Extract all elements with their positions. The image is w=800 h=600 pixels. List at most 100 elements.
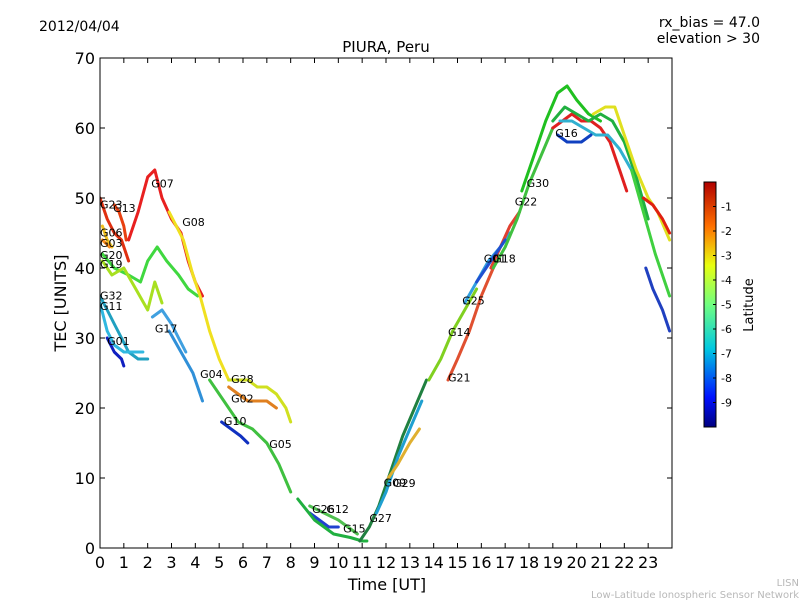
series-label: G30: [527, 177, 550, 190]
x-tick-label: 14: [423, 553, 443, 572]
series-line-g26: [308, 511, 340, 529]
series-label: G11: [100, 300, 123, 313]
series-line-g16b: [551, 105, 650, 221]
series-label: G27: [369, 512, 392, 525]
series-line-g04: [167, 329, 204, 403]
y-tick-label: 70: [75, 49, 95, 68]
series-label: G23: [100, 199, 123, 212]
footer-lisn: LISN: [777, 578, 799, 589]
series-label: G10: [224, 415, 247, 428]
x-tick-label: 6: [238, 553, 248, 572]
series-line-g11: [100, 301, 145, 354]
series-label: G19: [100, 258, 123, 271]
series-label: G08: [182, 216, 205, 229]
x-tick-label: 16: [471, 553, 491, 572]
series-line-g18: [489, 210, 521, 270]
series-line-g02: [227, 385, 278, 410]
series-label: G15: [343, 523, 366, 536]
x-tick-label: 18: [519, 553, 539, 572]
series-line-g03: [100, 238, 111, 249]
series-label: G05: [269, 438, 292, 451]
series-line-g14: [427, 287, 479, 382]
series-line-g19: [100, 259, 164, 312]
colorbar-tick-label: -9: [721, 397, 732, 410]
series-label: G29: [393, 477, 416, 490]
y-tick-label: 60: [75, 119, 95, 138]
series-line-g08: [167, 210, 231, 382]
x-tick-label: 11: [352, 553, 372, 572]
y-tick-label: 10: [75, 469, 95, 488]
colorbar-tick-label: -1: [721, 201, 732, 214]
x-axis-label: Time [UT]: [347, 575, 426, 594]
x-tick-label: 17: [495, 553, 515, 572]
series-line-g24c: [644, 266, 672, 333]
series-line-g10: [220, 420, 250, 445]
series-line-g22: [491, 126, 555, 270]
series-line-g20: [100, 245, 200, 298]
date-label: 2012/04/04: [39, 19, 120, 35]
x-tick-label: 23: [638, 553, 658, 572]
series-label: G06: [100, 227, 123, 240]
x-tick-label: 22: [614, 553, 634, 572]
series-line-g24b: [641, 196, 672, 235]
colorbar-tick-label: -3: [721, 250, 732, 263]
series-line-g24d: [630, 168, 672, 298]
series-line-g01b: [475, 238, 507, 284]
series-label: G28: [231, 373, 254, 386]
series-label: G07: [151, 178, 174, 191]
footer-network: Low-Latitude Ionospheric Sensor Network: [591, 590, 799, 600]
series-label: G20: [100, 249, 123, 262]
x-tick-label: 10: [328, 553, 348, 572]
colorbar-label: Latitude: [742, 278, 757, 332]
series-label: G03: [100, 237, 123, 250]
y-tick-label: 30: [75, 329, 95, 348]
y-axis-label: TEC [UNITS]: [51, 255, 70, 353]
series-line-g16d: [556, 133, 593, 144]
series-label: G17: [155, 322, 178, 335]
series-line-g29: [386, 427, 421, 480]
colorbar-tick-label: -8: [721, 372, 732, 385]
series-label: G12: [326, 503, 349, 516]
series-layer: [100, 84, 672, 543]
series-label: G04: [200, 368, 223, 381]
y-tick-label: 40: [75, 259, 95, 278]
series-label: G22: [515, 196, 538, 209]
x-tick-label: 19: [543, 553, 563, 572]
colorbar-tick-label: -5: [721, 299, 732, 312]
x-tick-label: 0: [95, 553, 105, 572]
series-line-g09: [375, 399, 424, 515]
series-label: G26: [312, 503, 335, 516]
colorbar-tick-label: -7: [721, 348, 732, 361]
x-tick-label: 4: [190, 553, 200, 572]
series-label: G13: [113, 202, 136, 215]
x-tick-label: 5: [214, 553, 224, 572]
x-tick-label: 1: [119, 553, 129, 572]
series-label: G09: [384, 476, 407, 489]
axis-layer: 0 1 2 3 4 5 6 7 8 9 10 11 12 13 14 15 16 17 18 19 20 21 22 2301…: [75, 49, 672, 572]
rx-bias-label: rx_bias = 47.0: [659, 15, 760, 31]
series-line-g12: [308, 504, 359, 536]
series-line-g21: [446, 266, 495, 382]
y-tick-label: 0: [85, 539, 95, 558]
series-label: G14: [448, 326, 471, 339]
elevation-label: elevation > 30: [657, 31, 760, 47]
series-line-g28: [227, 378, 293, 424]
series-line-g01: [105, 336, 126, 368]
colorbar-tick-label: -2: [721, 225, 732, 238]
series-label: G16: [555, 127, 578, 140]
x-tick-label: 21: [590, 553, 610, 572]
series-label: G25: [462, 294, 485, 307]
series-label: G21: [448, 371, 471, 384]
series-line-g16c: [558, 119, 633, 172]
series-line-g32: [100, 294, 150, 361]
series-line-g06: [100, 224, 114, 249]
series-label: G01: [107, 335, 130, 348]
x-tick-label: 12: [376, 553, 396, 572]
series-line-g23: [100, 196, 131, 263]
series-line-g30: [520, 84, 602, 193]
x-tick-label: 2: [143, 553, 153, 572]
series-line-g17: [150, 308, 188, 354]
y-tick-label: 20: [75, 399, 95, 418]
